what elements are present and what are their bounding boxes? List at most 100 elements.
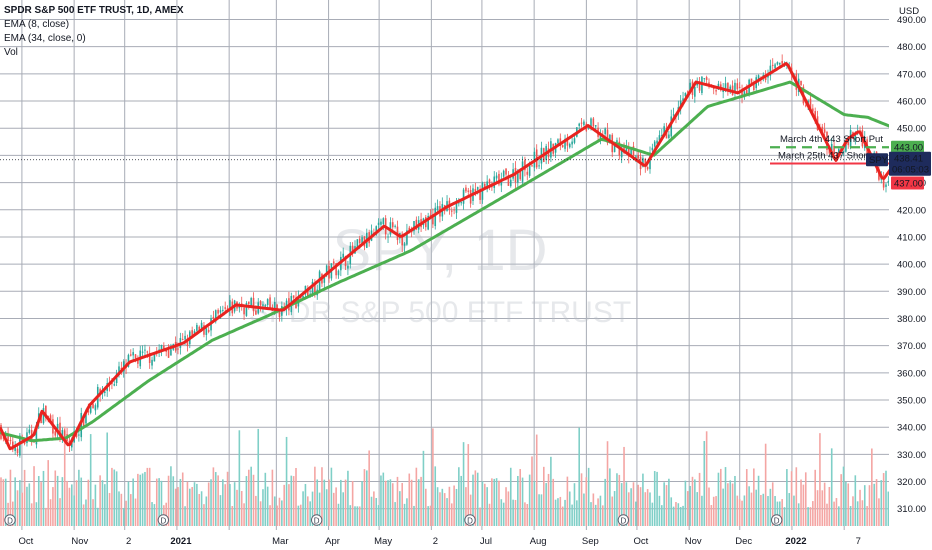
volume-bar: [42, 470, 45, 526]
candle-body: [658, 135, 661, 141]
volume-bar: [863, 485, 866, 526]
volume-bar: [361, 481, 363, 526]
time-tick-label: Sep: [582, 536, 599, 547]
candle-body: [224, 307, 226, 309]
price-tick-label: 360.00: [897, 368, 926, 379]
candle-body: [193, 331, 196, 335]
candle-body: [627, 147, 630, 157]
volume-bar: [672, 506, 675, 526]
candle-body: [474, 189, 477, 192]
volume-bar: [66, 480, 68, 526]
candle-body: [200, 322, 203, 330]
volume-bar: [82, 504, 85, 526]
volume-bar: [507, 491, 510, 526]
candle-body: [262, 304, 264, 306]
candle-body: [104, 391, 106, 393]
candle-body: [613, 143, 616, 153]
volume-bar: [212, 467, 215, 526]
price-tick-label: 420.00: [897, 205, 926, 216]
volume-bar: [262, 489, 264, 526]
volume-bar: [505, 487, 507, 526]
candle-body: [750, 78, 753, 85]
volume-bar: [47, 460, 49, 526]
volume-bar: [328, 479, 330, 526]
candle-body: [2, 437, 5, 439]
volume-bar: [486, 487, 488, 526]
volume-bar: [724, 467, 727, 526]
candle-body: [78, 434, 80, 436]
time-axis-panel[interactable]: [0, 530, 932, 550]
last-price-tag-bg: [889, 151, 931, 176]
volume-bar: [2, 479, 5, 526]
watermark-name: SPDR S&P 500 ETF TRUST: [249, 296, 631, 329]
volume-bar: [606, 441, 609, 526]
chart-legend[interactable]: SPDR S&P 500 ETF TRUST, 1D, AMEX EMA (8,…: [4, 4, 184, 60]
candle-body: [82, 414, 85, 426]
candle-body: [804, 105, 807, 107]
price-axis-panel[interactable]: [889, 0, 932, 550]
candle-body: [479, 189, 481, 200]
candle-body: [724, 83, 727, 89]
candle-body: [833, 145, 835, 153]
volume-bar: [630, 488, 632, 526]
candle-body: [682, 98, 684, 101]
volume-bar: [167, 475, 170, 526]
ema-fast-legend[interactable]: EMA (8, close): [4, 19, 70, 30]
volume-bar: [458, 467, 460, 526]
volume-bar: [543, 466, 545, 526]
volume-bar: [207, 482, 210, 526]
volume-bar: [323, 479, 326, 526]
time-tick-label: Nov: [71, 536, 88, 547]
volume-bar: [847, 483, 850, 526]
volume-bar: [635, 501, 637, 526]
volume-bar: [677, 503, 680, 526]
candle-body: [243, 307, 245, 315]
ema-34-line[interactable]: [0, 80, 895, 443]
volume-bar: [63, 426, 66, 526]
volume-bar: [871, 448, 873, 526]
dividend-marker: [770, 514, 783, 526]
volume-bar: [61, 477, 64, 526]
candle-body: [465, 187, 467, 192]
volume-bar: [191, 487, 193, 526]
candle-body: [42, 408, 45, 424]
volume-bar: [139, 474, 142, 526]
candle-body: [45, 405, 47, 419]
volume-bar: [155, 478, 158, 526]
volume-bar: [318, 492, 321, 526]
candle-body: [144, 349, 146, 351]
volume-bar: [703, 440, 706, 526]
volume-bar: [19, 480, 21, 526]
candle-body: [292, 295, 295, 298]
candle-body: [332, 261, 335, 264]
volume-bar: [75, 480, 78, 526]
time-tick-label: Mar: [272, 536, 288, 547]
volume-bar: [823, 482, 826, 526]
volume-bar: [358, 506, 361, 526]
candle-body: [734, 82, 736, 93]
candle-body: [401, 234, 403, 246]
candle-body: [809, 98, 812, 109]
volume-bar: [259, 501, 262, 526]
candle-body: [148, 352, 151, 363]
volume-bar: [491, 478, 493, 526]
volume-bar: [804, 472, 807, 526]
candle-body: [429, 214, 432, 217]
volume-bar: [625, 482, 628, 526]
candle-body: [764, 76, 767, 80]
volume-bar: [653, 471, 656, 526]
volume-bar: [189, 488, 191, 526]
volume-bar: [370, 496, 373, 526]
volume-bar: [762, 493, 765, 526]
volume-bar: [429, 505, 432, 526]
volume-legend[interactable]: Vol: [4, 47, 18, 58]
candle-body: [616, 140, 618, 143]
ema-8-line[interactable]: [0, 62, 896, 451]
symbol-title[interactable]: SPDR S&P 500 ETF TRUST, 1D, AMEX: [4, 5, 184, 16]
ema-slow-legend[interactable]: EMA (34, close, 0): [4, 33, 86, 44]
volume-bar: [550, 456, 552, 526]
volume-bar: [656, 471, 658, 526]
volume-bar: [783, 507, 786, 526]
candle-body: [167, 350, 170, 358]
